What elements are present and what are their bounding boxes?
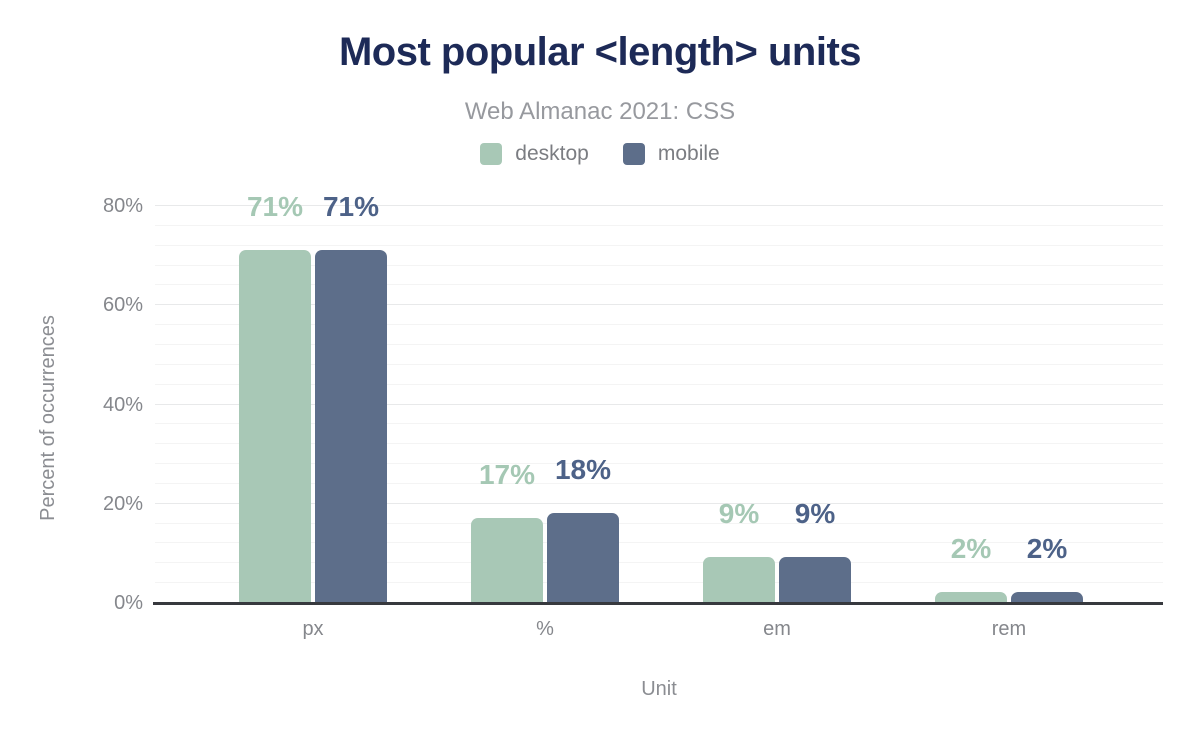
value-label-desktop-%: 17% bbox=[478, 458, 536, 490]
minor-gridline-32 bbox=[155, 443, 1163, 445]
y-tick-label-0%: 0% bbox=[114, 592, 143, 614]
major-gridline-40 bbox=[155, 403, 1163, 405]
minor-gridline-48 bbox=[155, 363, 1163, 365]
value-label-mobile-em: 9% bbox=[794, 498, 836, 530]
minor-gridline-72 bbox=[155, 244, 1163, 246]
minor-gridline-56 bbox=[155, 324, 1163, 326]
x-axis-line bbox=[153, 602, 1163, 605]
minor-gridline-28 bbox=[155, 463, 1163, 465]
value-label-desktop-em: 9% bbox=[718, 498, 760, 530]
legend-item-desktop: desktop bbox=[480, 142, 589, 166]
major-gridline-60 bbox=[155, 304, 1163, 306]
bar-desktop-rem bbox=[935, 592, 1007, 602]
bar-desktop-em bbox=[703, 557, 775, 602]
legend: desktop mobile bbox=[0, 142, 1200, 166]
minor-gridline-68 bbox=[155, 264, 1163, 266]
x-tick-label-em: em bbox=[763, 618, 791, 640]
bar-mobile-px bbox=[315, 249, 387, 602]
major-gridline-20 bbox=[155, 502, 1163, 504]
x-axis-title: Unit bbox=[641, 678, 677, 700]
value-label-desktop-px: 71% bbox=[246, 190, 304, 222]
y-tick-label-60%: 60% bbox=[102, 294, 143, 317]
minor-gridline-8 bbox=[155, 562, 1163, 564]
minor-gridline-4 bbox=[155, 582, 1163, 584]
value-label-mobile-%: 18% bbox=[554, 453, 612, 485]
minor-gridline-44 bbox=[155, 383, 1163, 385]
value-label-desktop-rem: 2% bbox=[950, 533, 992, 565]
chart-subtitle: Web Almanac 2021: CSS bbox=[464, 98, 736, 125]
legend-swatch-mobile bbox=[622, 143, 645, 165]
y-tick-label-20%: 20% bbox=[102, 492, 143, 515]
y-axis-title: Percent of occurrences bbox=[37, 315, 59, 521]
minor-gridline-12 bbox=[155, 542, 1163, 544]
value-label-mobile-px: 71% bbox=[322, 190, 380, 222]
x-tick-label-%: % bbox=[536, 618, 554, 640]
value-label-mobile-rem: 2% bbox=[1026, 533, 1068, 565]
y-tick-label-80%: 80% bbox=[102, 195, 143, 217]
bar-mobile-% bbox=[547, 512, 619, 602]
major-gridline-80 bbox=[155, 205, 1163, 206]
minor-gridline-76 bbox=[155, 224, 1163, 226]
bar-mobile-em bbox=[779, 557, 851, 602]
chart-title: Most popular <length> units bbox=[338, 30, 862, 74]
bar-desktop-px bbox=[239, 249, 311, 602]
minor-gridline-52 bbox=[155, 343, 1163, 345]
x-tick-label-px: px bbox=[302, 618, 324, 640]
minor-gridline-36 bbox=[155, 423, 1163, 425]
minor-gridline-16 bbox=[155, 522, 1163, 524]
legend-item-mobile: mobile bbox=[622, 142, 720, 166]
legend-swatch-desktop bbox=[480, 143, 503, 165]
x-tick-label-rem: rem bbox=[991, 618, 1027, 640]
bar-mobile-rem bbox=[1011, 592, 1083, 602]
bar-desktop-% bbox=[471, 517, 543, 602]
legend-label: mobile bbox=[657, 142, 720, 165]
legend-label: desktop bbox=[515, 142, 589, 165]
minor-gridline-64 bbox=[155, 284, 1163, 286]
minor-gridline-24 bbox=[155, 482, 1163, 484]
y-tick-label-40%: 40% bbox=[102, 393, 143, 416]
